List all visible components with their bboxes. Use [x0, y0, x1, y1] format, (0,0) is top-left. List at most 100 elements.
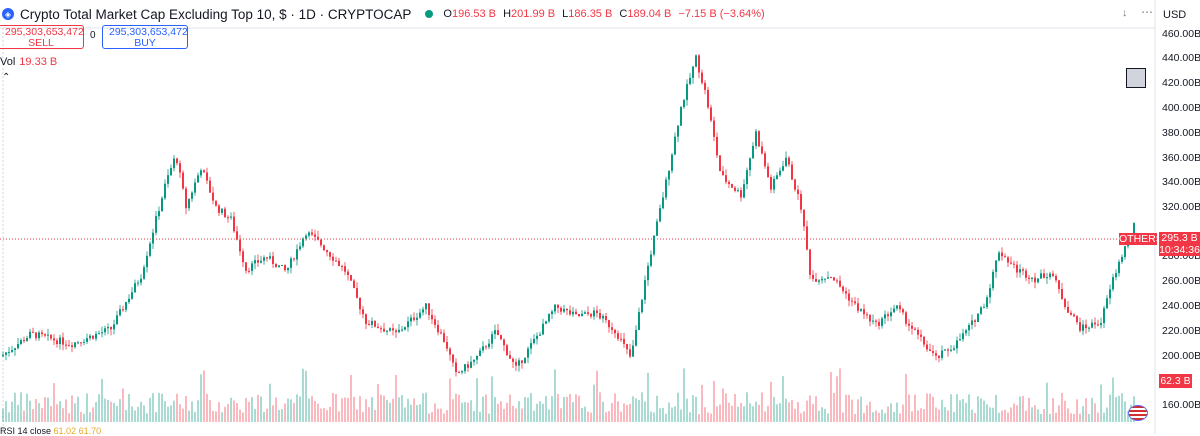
more-icon[interactable]: ⋯ [1141, 5, 1153, 19]
candle-body [1049, 273, 1051, 278]
sell-button[interactable]: 295,303,653,472 SELL [0, 25, 84, 49]
volume-bar [1001, 410, 1003, 422]
volume-bar [296, 394, 298, 422]
volume-bar [554, 369, 556, 422]
volume-bar [725, 393, 727, 422]
candle-body [41, 332, 43, 335]
candle-body [947, 349, 949, 351]
symbol-title[interactable]: Crypto Total Market Cap Excluding Top 10… [20, 6, 412, 22]
candle-body [824, 278, 826, 280]
download-icon[interactable]: ↓ [1122, 7, 1128, 19]
candle-body [926, 344, 928, 350]
volume-bar [143, 405, 145, 422]
volume-bar [752, 406, 754, 422]
volume-bar [824, 408, 826, 422]
candle-body [278, 265, 280, 268]
candle-body [1079, 322, 1081, 331]
volume-bar [326, 410, 328, 422]
volume-bar [758, 404, 760, 422]
volume-bar [365, 399, 367, 422]
price-tick: 360.00B [1162, 152, 1200, 164]
candle-body [683, 100, 685, 108]
volume-bar [107, 400, 109, 422]
candle-body [734, 187, 736, 191]
candle-body [479, 350, 481, 356]
volume-bar [896, 402, 898, 422]
candle-body [665, 179, 667, 198]
volume-bar [506, 402, 508, 422]
candle-body [1055, 276, 1057, 281]
candle-body [572, 311, 574, 315]
candle-body [905, 312, 907, 324]
candle-body [62, 337, 64, 345]
volume-bar [62, 408, 64, 422]
candle-body [584, 312, 586, 314]
volume-bar [86, 393, 88, 422]
candle-body [212, 192, 214, 201]
volume-bar [1010, 407, 1012, 422]
candle-body [437, 324, 439, 333]
volume-bar [959, 400, 961, 422]
volume-bar [776, 404, 778, 422]
candle-body [974, 320, 976, 322]
volume-bar [71, 395, 73, 422]
candle-body [995, 260, 997, 272]
candle-body [794, 179, 796, 190]
volume-bar [533, 410, 535, 422]
volume-bar [629, 403, 631, 422]
price-tick: 420.00B [1162, 77, 1200, 89]
volume-bar [266, 408, 268, 422]
volume-bar [575, 394, 577, 422]
candle-body [680, 107, 682, 126]
currency-label[interactable]: USD [1163, 9, 1187, 21]
volume-bar [119, 399, 121, 422]
chart-thumbnail-icon[interactable] [1126, 68, 1146, 88]
candle-body [476, 355, 478, 360]
volume-bar [38, 403, 40, 422]
volume-bar [167, 406, 169, 422]
candle-body [116, 315, 118, 325]
candle-body [14, 348, 16, 351]
volume-bar [680, 409, 682, 422]
flag-icon[interactable] [1128, 405, 1148, 421]
volume-bar [761, 392, 763, 422]
volume-bar [731, 405, 733, 422]
candle-body [536, 335, 538, 339]
candle-body [182, 172, 184, 189]
volume-bar [473, 410, 475, 422]
candle-body [452, 354, 454, 363]
candle-body [107, 326, 109, 329]
candle-body [1097, 324, 1099, 326]
volume-bar [1127, 411, 1129, 422]
candle-body [431, 314, 433, 320]
volume-bar [1076, 399, 1078, 422]
volume-bar [620, 411, 622, 422]
volume-bar [413, 398, 415, 422]
candle-body [1115, 273, 1117, 278]
candle-body [338, 260, 340, 266]
candle-body [839, 280, 841, 287]
candle-body [302, 238, 304, 247]
volume-bar [8, 412, 10, 422]
candle-body [1103, 308, 1105, 324]
candle-body [209, 180, 211, 193]
volume-bar [716, 406, 718, 422]
buy-button[interactable]: 295,303,653,472 BUY [102, 25, 188, 49]
candle-body [881, 318, 883, 326]
volume-bar [431, 411, 433, 422]
volume-bar [701, 384, 703, 422]
volume-legend: Vol 19.33 B [0, 56, 58, 68]
volume-bar [809, 395, 811, 422]
volume-bar [17, 404, 19, 422]
candle-body [134, 283, 136, 293]
volume-bar [1100, 384, 1102, 422]
volume-bar [287, 398, 289, 422]
volume-bar [590, 412, 592, 422]
candle-body [71, 345, 73, 348]
price-tick: 200.00B [1162, 350, 1200, 362]
volume-bar [560, 408, 562, 422]
chevron-up-icon[interactable]: ⌃ [2, 72, 11, 83]
candle-body [1067, 306, 1069, 313]
candle-body [770, 177, 772, 190]
